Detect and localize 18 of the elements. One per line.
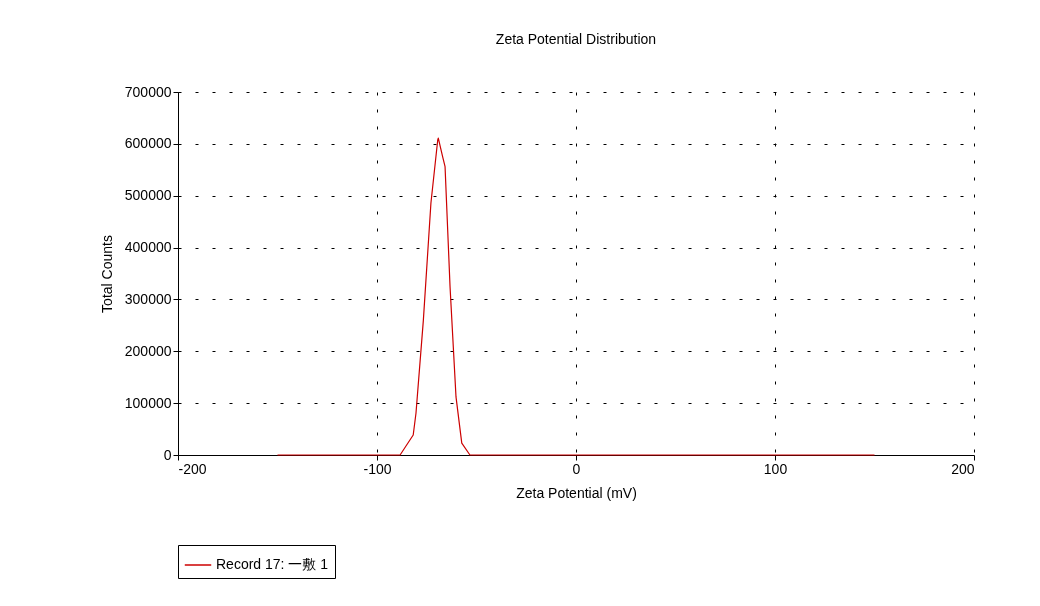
y-tick-label: 700000 <box>124 83 172 100</box>
y-tick-label: 500000 <box>124 187 172 204</box>
y-tick-label: 100000 <box>124 394 172 411</box>
x-tick-label: -200 <box>178 460 207 477</box>
x-axis-title: Zeta Potential (mV) <box>516 484 637 501</box>
y-tick-label: 600000 <box>124 135 172 152</box>
y-tick-label: 0 <box>163 446 172 463</box>
line-series <box>276 137 876 456</box>
y-tick-label: 300000 <box>124 290 172 307</box>
y-tick-label: 400000 <box>124 239 172 256</box>
x-tick-label: -100 <box>363 460 392 477</box>
x-tick-label: 100 <box>763 460 788 477</box>
chart-title: Zeta Potential Distribution <box>495 31 657 47</box>
y-tick-label: 200000 <box>124 342 172 359</box>
y-axis-title: Total Counts <box>98 235 115 313</box>
x-tick-label: 0 <box>572 460 581 477</box>
legend-label: Record 17: 一敷 1 <box>216 556 329 572</box>
x-tick-label: 200 <box>951 460 975 477</box>
